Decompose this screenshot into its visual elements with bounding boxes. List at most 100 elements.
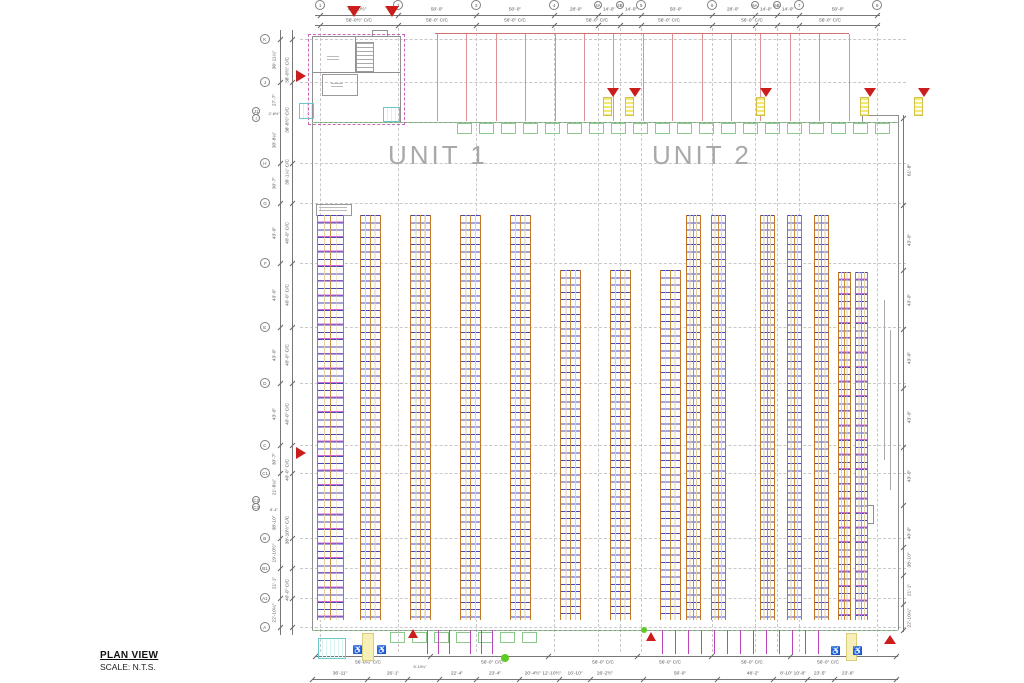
accessible-parking-icon: ♿ xyxy=(830,646,841,656)
grid-bubble-top-3: 3 xyxy=(471,0,481,10)
dim-label-top: 14'-0" xyxy=(624,6,638,12)
grid-line-vertical-8 xyxy=(877,28,878,652)
unit-1-label: UNIT 1 xyxy=(388,140,488,170)
dim-label-bottom: 23'-6" xyxy=(841,670,855,676)
grid-line-horizontal-A xyxy=(300,627,906,628)
dim-label-bottom: 36'-11" xyxy=(332,670,348,676)
stair-detail-box xyxy=(318,638,346,659)
interior-annotation-line-2 xyxy=(890,330,891,490)
dock-door-top xyxy=(589,123,604,134)
dim-label-top: 28'-0" xyxy=(569,6,583,12)
green-dot-marker xyxy=(501,654,509,662)
grid-line-horizontal-C1 xyxy=(300,473,906,474)
dock-highlight-marker xyxy=(914,97,923,116)
grid-line-horizontal-F xyxy=(300,263,906,264)
grid-bubble-left-A1: A1 xyxy=(260,593,270,603)
dim-label-left: 38'-10" xyxy=(271,515,277,531)
rack-row-10 xyxy=(711,215,726,620)
dock-door-top xyxy=(523,123,538,134)
grid-line-vertical-5 xyxy=(641,28,642,652)
office-revision-cloud xyxy=(308,34,405,125)
dim-label-left-cc: 40'-0" C/C xyxy=(284,344,290,366)
dock-door-top xyxy=(611,123,626,134)
grid-line-horizontal-E xyxy=(300,327,906,328)
dim-label-left: 2'-6½" xyxy=(268,111,280,117)
dim-label-bottom: 23'-5" xyxy=(813,670,827,676)
truck-stall-line xyxy=(672,34,673,121)
dim-label-left: 30'-7" xyxy=(271,176,277,190)
drawing-scale: SCALE: N.T.S. xyxy=(100,662,156,672)
grid-bubble-left-E: E xyxy=(260,322,270,332)
truck-stall-line xyxy=(643,34,644,121)
dim-label-right: 43'-0" xyxy=(906,233,912,247)
dock-door-top xyxy=(699,123,714,134)
truck-stall-line xyxy=(702,34,703,121)
dim-label-right: 22'-10¼" xyxy=(906,608,912,628)
grid-bubble-top-5: 5 xyxy=(636,0,646,10)
dim-label-left: 21'-1" xyxy=(271,576,277,590)
dim-label-left: 43'-0" xyxy=(271,226,277,240)
accessible-parking-icon: ♿ xyxy=(852,646,863,656)
dim-label-left-cc: 40'-0" C/C xyxy=(284,403,290,425)
rack-row-14 xyxy=(838,272,851,620)
office-room xyxy=(322,74,358,96)
rack-row-9 xyxy=(686,215,701,620)
dock-highlight-marker xyxy=(756,97,765,116)
dim-label-right: 43'-0" xyxy=(906,351,912,365)
grid-line-vertical-4A xyxy=(598,28,599,652)
truck-stall-line xyxy=(613,34,614,121)
dim-tick-right xyxy=(900,627,907,634)
revision-triangle-icon xyxy=(918,88,930,97)
dim-label-top-cc: 56'-0" C/C xyxy=(586,17,608,23)
dock-door-track xyxy=(818,630,819,654)
dock-door-top xyxy=(765,123,780,134)
door-highlight-strip xyxy=(846,633,857,661)
dim-label-bottom: 22'-4" xyxy=(450,670,464,676)
grid-line-vertical-6A xyxy=(755,28,756,652)
dock-door-track xyxy=(492,630,493,654)
dock-door-top xyxy=(457,123,472,134)
office-room-label-line-3 xyxy=(331,83,343,84)
rack-row-3 xyxy=(410,215,431,620)
dock-door-track xyxy=(805,630,806,654)
revision-triangle-icon xyxy=(760,88,772,97)
title-block: PLAN VIEW SCALE: N.T.S. xyxy=(100,650,158,672)
grid-bubble-left-H: H xyxy=(260,158,270,168)
dim-label-top-cc: 56'-0" C/C xyxy=(819,17,841,23)
dock-door-top xyxy=(655,123,670,134)
dim-label-top-cc: 56'-0½" C/C xyxy=(346,17,372,23)
wall-office-bump xyxy=(372,30,388,37)
dock-highlight-marker xyxy=(860,97,869,116)
grid-bubble-left-C1: C1 xyxy=(260,468,270,478)
truck-court-line xyxy=(435,33,849,34)
dim-label-bottom: 5'-10¼" xyxy=(413,664,427,670)
office-room-label-line-2 xyxy=(327,59,339,60)
dock-door-track xyxy=(701,630,702,654)
dim-label-left-cc: 40'-0" C/C xyxy=(284,284,290,306)
rack-row-4 xyxy=(460,215,481,620)
dim-label-left: 22'-10¼" xyxy=(271,603,277,623)
rack-row-2 xyxy=(360,215,381,620)
office-room-label-line-4 xyxy=(331,86,343,87)
truck-stall-line xyxy=(496,34,497,121)
dim-label-left: 21'-8¼" xyxy=(271,478,277,496)
dock-door-track xyxy=(675,630,676,654)
grid-bubble-left-K: K xyxy=(260,34,270,44)
dim-label-right: 38'-10" xyxy=(906,552,912,568)
revision-triangle-icon xyxy=(385,6,399,17)
dock-door-top xyxy=(501,123,516,134)
dim-line-left-1 xyxy=(280,30,281,635)
grid-bubble-left-C3: C3 xyxy=(252,503,260,511)
grid-bubble-left-A: A xyxy=(260,622,270,632)
truck-stall-line xyxy=(760,34,761,121)
truck-stall-line xyxy=(437,34,438,121)
truck-stall-line xyxy=(555,34,556,121)
grid-line-horizontal-A1 xyxy=(300,598,906,599)
dim-label-left: 43'-0" xyxy=(271,288,277,302)
dock-door-track xyxy=(779,630,780,654)
dock-door-top xyxy=(743,123,758,134)
unit-2-label: UNIT 2 xyxy=(652,140,752,170)
dock-door-track xyxy=(470,630,471,654)
grid-bubble-left-C: C xyxy=(260,440,270,450)
